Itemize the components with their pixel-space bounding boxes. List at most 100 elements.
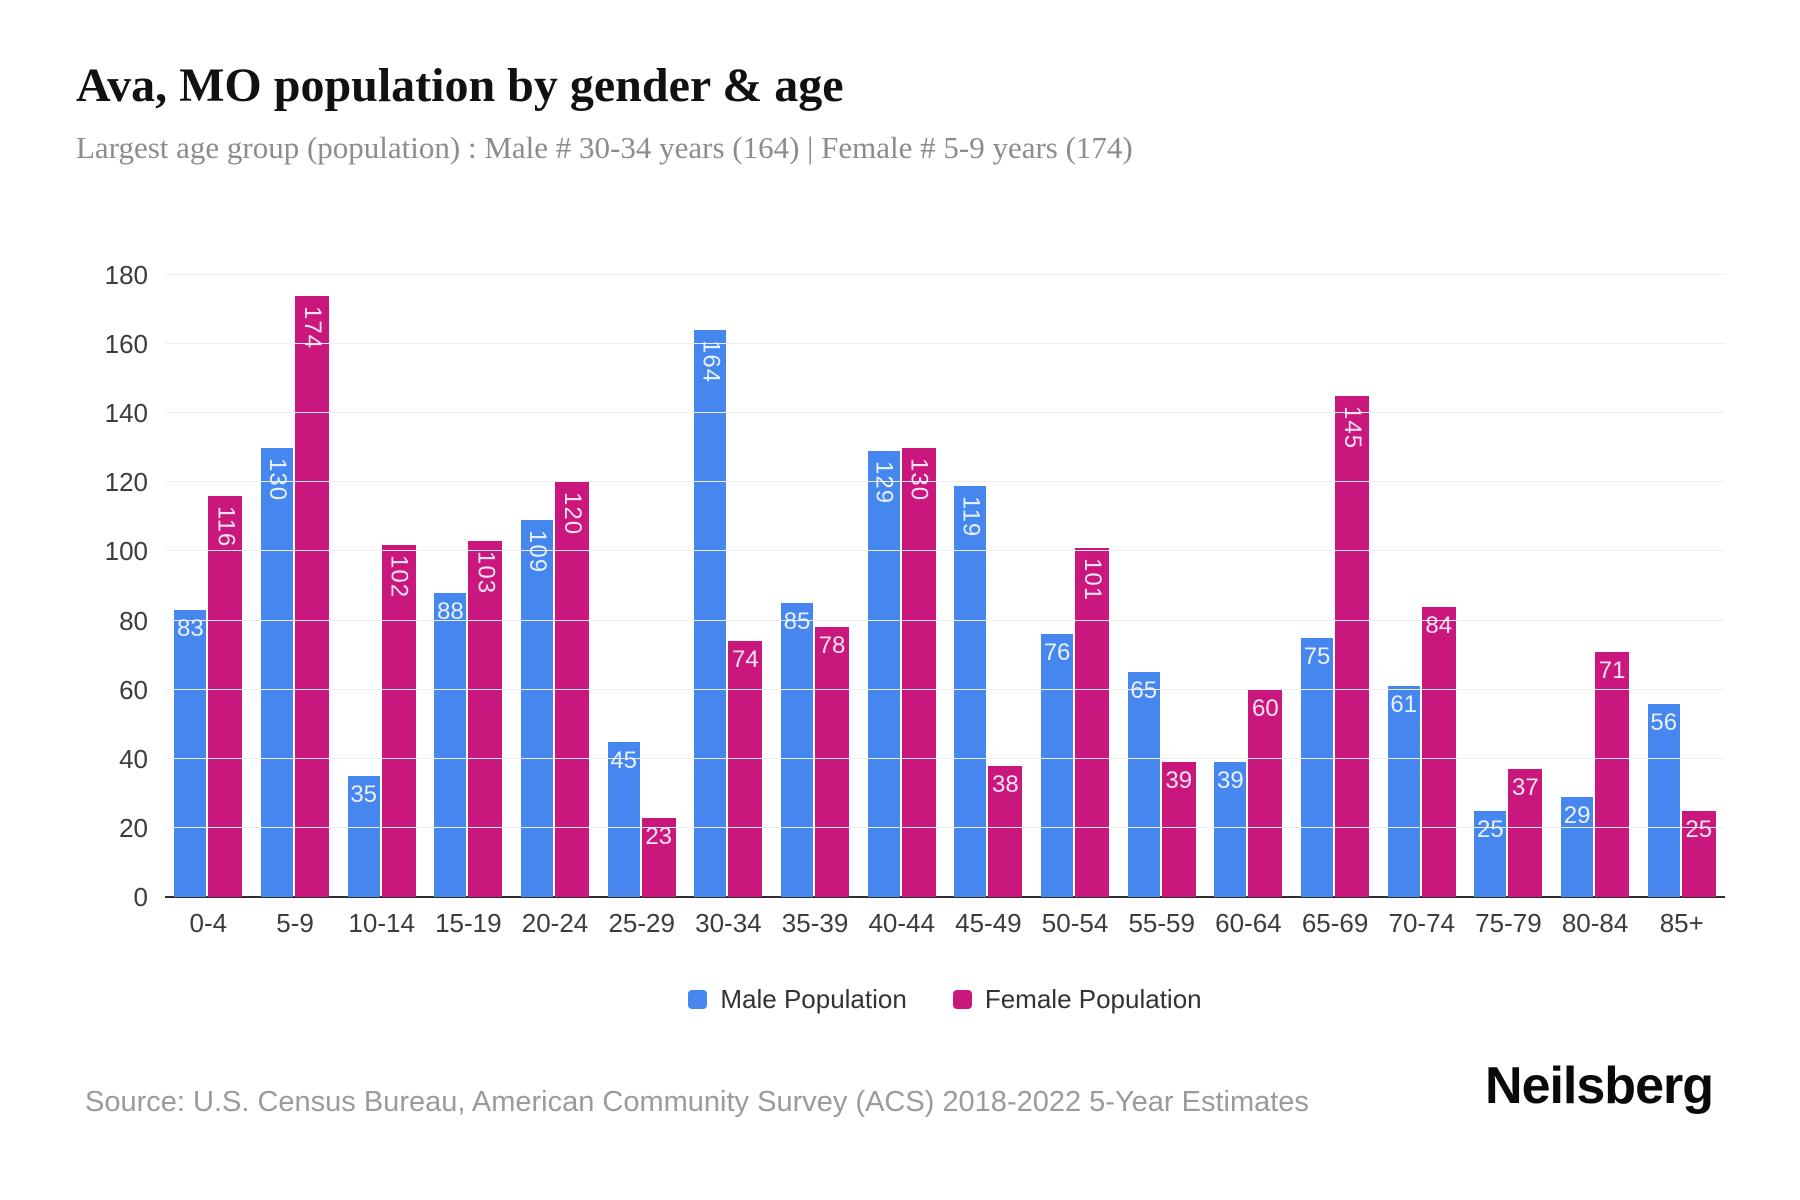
bar-value-label: 61 bbox=[1390, 691, 1418, 719]
bar-male-55-59[interactable]: 65 bbox=[1127, 672, 1160, 897]
bar-female-80-84[interactable]: 71 bbox=[1595, 651, 1630, 897]
bar-female-30-34[interactable]: 74 bbox=[728, 641, 763, 897]
bar-value-label: 120 bbox=[559, 492, 587, 536]
bar-group-75-79: 25 37 bbox=[1465, 275, 1552, 897]
bar-value-label: 103 bbox=[472, 551, 500, 595]
source-note: Source: U.S. Census Bureau, American Com… bbox=[85, 1086, 1309, 1118]
legend-label: Female Population bbox=[984, 984, 1202, 1014]
bar-male-85+[interactable]: 56 bbox=[1647, 703, 1680, 897]
x-axis-label-40-44: 40-44 bbox=[868, 908, 935, 938]
y-axis-label-0: 0 bbox=[133, 882, 148, 912]
bar-value-label: 39 bbox=[1217, 767, 1244, 795]
bar-female-65-69[interactable]: 145 bbox=[1335, 395, 1370, 897]
bar-male-75-79[interactable]: 25 bbox=[1474, 810, 1507, 897]
bar-female-20-24[interactable]: 120 bbox=[555, 482, 590, 897]
bar-value-label: 35 bbox=[350, 781, 378, 809]
x-axis-label-60-64: 60-64 bbox=[1215, 908, 1282, 938]
bar-male-15-19[interactable]: 88 bbox=[434, 592, 467, 897]
y-axis-label-120: 120 bbox=[104, 467, 148, 498]
bar-male-20-24[interactable]: 109 bbox=[521, 520, 554, 897]
y-axis-label-140: 140 bbox=[104, 398, 148, 429]
x-axis-label-70-74: 70-74 bbox=[1388, 908, 1455, 938]
bar-group-30-34: 164 74 bbox=[685, 275, 772, 897]
bar-groups: 83 116 130 174 35 102 88 103 109 120 45 23 164 74 85 78… bbox=[165, 275, 1725, 897]
bar-male-25-29[interactable]: 45 bbox=[607, 741, 640, 897]
bar-value-label: 109 bbox=[524, 530, 552, 574]
bar-value-label: 45 bbox=[610, 746, 638, 774]
bar-value-label: 74 bbox=[732, 646, 759, 674]
bar-value-label: 84 bbox=[1425, 611, 1453, 639]
bar-male-45-49[interactable]: 119 bbox=[954, 485, 987, 897]
legend-item-female[interactable]: Female Population bbox=[952, 984, 1202, 1015]
bar-female-35-39[interactable]: 78 bbox=[815, 627, 850, 897]
bar-female-5-9[interactable]: 174 bbox=[295, 295, 329, 897]
bar-group-0-4: 83 116 bbox=[165, 275, 252, 897]
bar-male-5-9[interactable]: 130 bbox=[261, 447, 293, 897]
x-axis-label-45-49: 45-49 bbox=[955, 908, 1022, 938]
bar-value-label: 129 bbox=[870, 461, 898, 505]
bar-female-45-49[interactable]: 38 bbox=[988, 765, 1023, 897]
bar-value-label: 88 bbox=[436, 597, 464, 625]
x-axis-label-20-24: 20-24 bbox=[521, 908, 589, 938]
bar-male-40-44[interactable]: 129 bbox=[867, 451, 900, 897]
y-axis-label-40: 40 bbox=[119, 743, 148, 774]
bar-female-75-79[interactable]: 37 bbox=[1508, 769, 1543, 897]
bar-female-15-19[interactable]: 103 bbox=[468, 541, 503, 897]
x-axis-label-10-14: 10-14 bbox=[348, 908, 415, 938]
bar-value-label: 164 bbox=[697, 340, 725, 384]
bar-male-65-69[interactable]: 75 bbox=[1301, 637, 1334, 897]
gridline-20 bbox=[165, 826, 1725, 828]
bar-value-label: 65 bbox=[1130, 677, 1158, 705]
bar-female-70-74[interactable]: 84 bbox=[1421, 606, 1456, 897]
gridline-60 bbox=[165, 688, 1725, 690]
x-axis-line bbox=[165, 896, 1725, 898]
bar-group-10-14: 35 102 bbox=[338, 275, 425, 897]
gridline-180 bbox=[165, 274, 1725, 275]
bar-male-30-34[interactable]: 164 bbox=[694, 330, 727, 897]
x-axis-label-35-39: 35-39 bbox=[781, 908, 849, 938]
gridline-40 bbox=[165, 757, 1725, 759]
x-axis-label-0-4: 0-4 bbox=[189, 908, 228, 938]
bar-group-80-84: 29 71 bbox=[1552, 275, 1639, 897]
bar-male-35-39[interactable]: 85 bbox=[781, 603, 814, 897]
legend-swatch-female bbox=[952, 990, 972, 1009]
bar-female-25-29[interactable]: 23 bbox=[641, 817, 676, 897]
bar-value-label: 83 bbox=[176, 615, 204, 643]
x-axis-label-25-29: 25-29 bbox=[608, 908, 675, 938]
bar-value-label: 56 bbox=[1650, 708, 1678, 736]
x-axis-label-50-54: 50-54 bbox=[1041, 908, 1109, 938]
bar-female-55-59[interactable]: 39 bbox=[1161, 762, 1196, 897]
bar-female-0-4[interactable]: 116 bbox=[208, 496, 243, 897]
gridline-160 bbox=[165, 343, 1725, 345]
bar-male-50-54[interactable]: 76 bbox=[1041, 634, 1074, 897]
bar-male-70-74[interactable]: 61 bbox=[1387, 686, 1420, 897]
bar-female-50-54[interactable]: 101 bbox=[1075, 548, 1110, 897]
bar-value-label: 174 bbox=[299, 305, 326, 349]
gridline-140 bbox=[165, 412, 1725, 414]
bar-male-10-14[interactable]: 35 bbox=[347, 776, 380, 897]
bar-value-label: 119 bbox=[957, 495, 985, 538]
bar-male-60-64[interactable]: 39 bbox=[1214, 762, 1247, 897]
bar-group-60-64: 39 60 bbox=[1205, 275, 1292, 897]
bar-female-85+[interactable]: 25 bbox=[1681, 810, 1716, 897]
legend-item-male[interactable]: Male Population bbox=[688, 984, 907, 1015]
bar-value-label: 25 bbox=[1477, 815, 1504, 843]
bar-male-0-4[interactable]: 83 bbox=[174, 610, 207, 897]
bar-female-40-44[interactable]: 130 bbox=[901, 447, 936, 897]
bar-value-label: 60 bbox=[1252, 694, 1279, 722]
x-axis-label-85+: 85+ bbox=[1659, 908, 1704, 938]
bar-group-40-44: 129 130 bbox=[858, 275, 945, 897]
legend: Male Population Female Population bbox=[165, 984, 1725, 1015]
bar-female-10-14[interactable]: 102 bbox=[381, 544, 416, 897]
y-axis-label-180: 180 bbox=[104, 260, 148, 290]
bar-male-80-84[interactable]: 29 bbox=[1561, 796, 1594, 897]
bar-group-25-29: 45 23 bbox=[598, 275, 685, 897]
bar-female-60-64[interactable]: 60 bbox=[1248, 689, 1283, 897]
bar-group-15-19: 88 103 bbox=[425, 275, 512, 897]
bar-value-label: 102 bbox=[385, 554, 413, 598]
bar-value-label: 101 bbox=[1079, 558, 1107, 602]
bar-value-label: 75 bbox=[1303, 642, 1331, 670]
x-axis-label-80-84: 80-84 bbox=[1561, 908, 1629, 938]
bar-value-label: 38 bbox=[992, 770, 1019, 798]
gridline-120 bbox=[165, 481, 1725, 483]
